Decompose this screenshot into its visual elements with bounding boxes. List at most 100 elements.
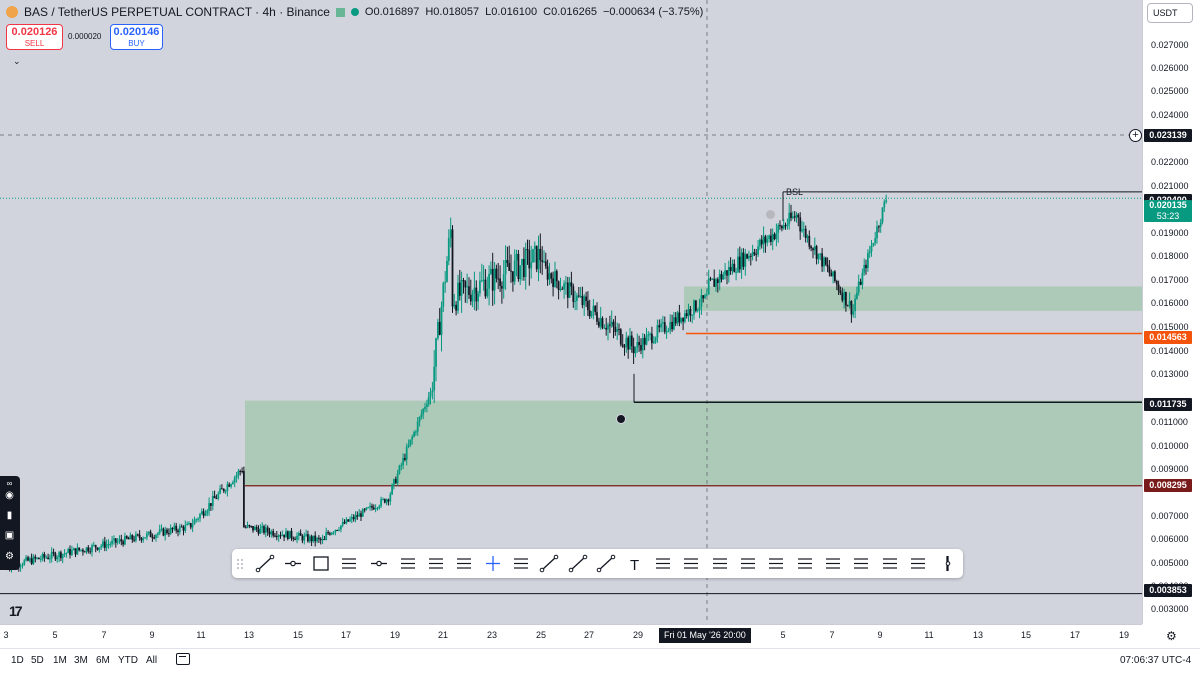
currency-select[interactable]: USDT: [1147, 3, 1193, 23]
ohlc-close: C0.016265: [543, 6, 597, 18]
price-range-icon[interactable]: [514, 558, 528, 569]
candle-body: [437, 321, 439, 339]
symbol-title[interactable]: BAS / TetherUS PERPETUAL CONTRACT · 4h ·…: [24, 5, 330, 19]
candle-body: [266, 527, 269, 532]
candle-body: [329, 533, 331, 535]
candle-body: [603, 327, 606, 329]
candle-body: [722, 274, 725, 280]
candle-body: [230, 484, 232, 487]
curve-icon[interactable]: [539, 554, 559, 573]
sell-button[interactable]: 0.020126 SELL: [6, 24, 63, 50]
candle-body: [854, 298, 856, 312]
candle-body: [698, 306, 701, 310]
event-marker-icon[interactable]: [616, 414, 626, 424]
pitchfork-icon[interactable]: [798, 558, 812, 569]
candle-body: [274, 535, 276, 537]
candle-body: [830, 272, 833, 277]
clock[interactable]: 07:06:37 UTC-4: [1120, 655, 1192, 666]
tradingview-logo[interactable]: 17: [9, 603, 23, 619]
candle-body: [804, 228, 807, 238]
vwap-icon[interactable]: [826, 558, 840, 569]
candle-body: [713, 278, 716, 287]
chevron-down-icon[interactable]: ⌄: [13, 56, 21, 66]
candle-body: [523, 259, 525, 277]
time-tick-label: 19: [389, 630, 401, 640]
camera-icon[interactable]: ◉: [5, 490, 14, 501]
link-icon[interactable]: ∞: [6, 479, 13, 488]
long-position-icon[interactable]: [342, 558, 356, 569]
candle-body: [802, 228, 805, 230]
candle-body: [193, 519, 196, 525]
range-button-1d[interactable]: 1D: [11, 655, 24, 666]
plus-icon[interactable]: +: [1129, 129, 1142, 142]
candle-body: [605, 327, 608, 330]
range-button-ytd[interactable]: YTD: [118, 655, 138, 666]
trend-line-icon[interactable]: [255, 554, 275, 573]
video-icon[interactable]: ▮: [6, 510, 13, 521]
candle-body: [477, 293, 479, 302]
range-button-3m[interactable]: 3M: [74, 655, 88, 666]
parallel-channel-icon[interactable]: [429, 558, 443, 569]
rectangle-icon[interactable]: [313, 556, 329, 571]
candle-body: [799, 217, 802, 232]
symbol-legend: BAS / TetherUS PERPETUAL CONTRACT · 4h ·…: [6, 5, 703, 19]
candle-body: [654, 337, 657, 342]
candle-body: [182, 527, 185, 531]
candle-body: [191, 524, 194, 528]
range-button-1m[interactable]: 1M: [53, 655, 67, 666]
candle-body: [340, 525, 342, 530]
range-button-6m[interactable]: 6M: [96, 655, 110, 666]
alert-dot-icon[interactable]: [766, 210, 775, 219]
horizontal-line-icon[interactable]: [371, 560, 387, 567]
arrow-marker-icon[interactable]: [741, 558, 755, 569]
path-icon[interactable]: [713, 558, 727, 569]
buy-button[interactable]: 0.020146 BUY: [110, 24, 163, 50]
highlighter-icon[interactable]: [911, 558, 925, 569]
time-tick-label: 11: [924, 630, 934, 640]
flag-icon[interactable]: [769, 558, 783, 569]
price-tick-label: 0.005000: [1151, 558, 1189, 568]
candle-body: [151, 537, 154, 539]
comment-icon[interactable]: [684, 558, 698, 569]
price-tick-label: 0.017000: [1151, 275, 1189, 285]
ohlc-open: O0.016897: [364, 6, 420, 18]
layers-icon[interactable]: ▣: [4, 530, 15, 541]
market-open-icon: [335, 7, 345, 17]
callout-icon[interactable]: [457, 558, 471, 569]
anchored-text-icon[interactable]: [656, 558, 670, 569]
drag-handle-icon[interactable]: [237, 559, 243, 569]
price-scale[interactable]: [1142, 0, 1200, 624]
candle-body: [458, 282, 461, 296]
gear-icon[interactable]: ⚙: [5, 551, 14, 562]
brush-icon[interactable]: [596, 554, 616, 573]
candle-body: [279, 535, 282, 537]
time-scale[interactable]: [0, 624, 1142, 648]
candle-body: [411, 436, 414, 440]
range-button-5d[interactable]: 5D: [31, 655, 44, 666]
candle-body: [38, 557, 40, 560]
signpost-icon[interactable]: [854, 558, 868, 569]
arrow-icon[interactable]: [568, 554, 588, 573]
vertical-line-icon[interactable]: [945, 556, 951, 571]
candle-body: [693, 300, 695, 315]
candle-body: [630, 335, 633, 346]
price-tick-label: 0.018000: [1151, 251, 1189, 261]
forecast-icon[interactable]: [883, 558, 897, 569]
candle-body: [27, 557, 29, 561]
price-chart[interactable]: [0, 0, 1142, 624]
candle-body: [43, 554, 46, 558]
range-button-all[interactable]: All: [146, 655, 158, 666]
candle-body: [561, 288, 564, 290]
text-icon[interactable]: T: [630, 557, 639, 574]
crosshair-icon[interactable]: [486, 556, 500, 571]
settings-icon[interactable]: ⚙: [1166, 629, 1177, 643]
chart-area[interactable]: [0, 0, 1142, 624]
calendar-icon[interactable]: [176, 653, 190, 665]
fib-retracement-icon[interactable]: [401, 558, 415, 569]
candle-body: [222, 488, 225, 492]
candle-body: [711, 278, 714, 280]
candle-body: [810, 246, 812, 249]
candle-body: [770, 235, 772, 242]
horizontal-ray-icon[interactable]: [285, 560, 301, 567]
candle-body: [252, 526, 254, 531]
